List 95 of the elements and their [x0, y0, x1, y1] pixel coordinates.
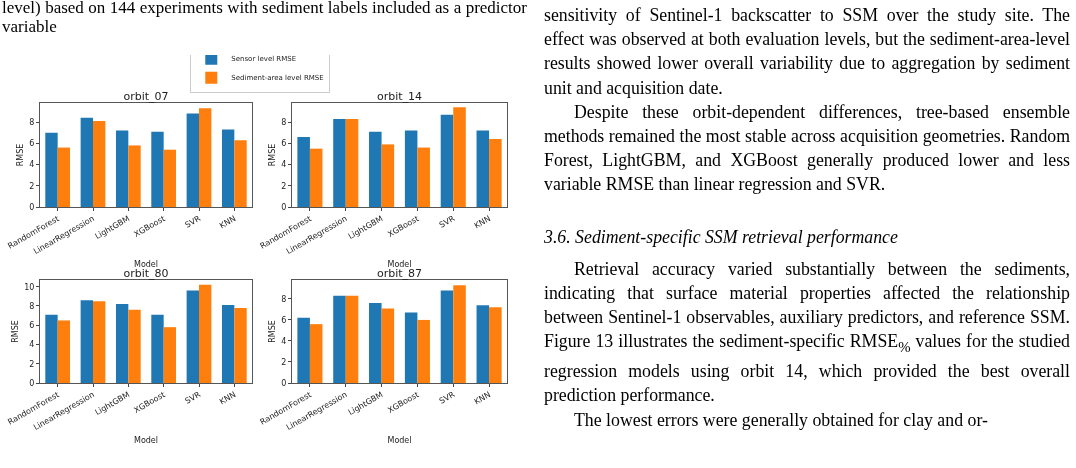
y-tick-label: 8: [29, 301, 35, 311]
bar: [369, 303, 382, 383]
x-tick-label: SVR: [437, 213, 457, 230]
bar: [221, 129, 235, 207]
bar: [221, 305, 235, 383]
bar: [417, 147, 430, 207]
text: Retrieval accuracy varied substantially between the sediments, indicating that surface material properties affected the relationship between Sentinel-1 observables, auxiliary predictors, and reference SSM. Figure 13 illustrates the sediment-specific RMSE$_{%}$ values for the studied regression models using orbit 14, which provided the best overall prediction performance.: [544, 257, 1070, 408]
bar: [151, 131, 164, 207]
chart-title: orbit_87: [376, 267, 423, 280]
bar: [453, 107, 466, 207]
x-axis-title: Model: [133, 436, 159, 446]
bar: [115, 304, 129, 383]
y-tick-label: 10: [24, 282, 35, 292]
bar: [57, 147, 71, 207]
y-tick-label: 8: [281, 294, 287, 304]
bar: [333, 295, 346, 383]
y-tick-label: 4: [29, 160, 35, 170]
bar: [369, 131, 382, 207]
bar: [151, 314, 164, 383]
bar: [297, 317, 310, 383]
x-axis-title: Model: [387, 260, 412, 270]
y-tick-label: 2: [281, 357, 287, 367]
x-tick-label: SVR: [183, 389, 203, 406]
text: sensitivity of Sentinel-1 backscatter to SSM over the study site. The effect was observed at both evaluation levels, but the sediment-area-level results showed lower overall variability due to aggregation by sediment unit and acquisition date.: [544, 4, 1070, 100]
y-tick-label: 8: [29, 117, 35, 127]
bar: [345, 118, 359, 207]
x-axis-title: Model: [387, 436, 412, 446]
bar: [440, 114, 454, 207]
bar: [128, 309, 141, 383]
bar: [489, 139, 502, 207]
bar: [45, 314, 58, 383]
y-tick-label: 4: [29, 340, 35, 350]
chart-title: orbit_07: [123, 90, 169, 103]
y-tick-label: 8: [281, 117, 287, 127]
bar: [404, 312, 418, 383]
bar: [453, 285, 466, 383]
bar: [163, 149, 177, 207]
y-tick-label: 4: [281, 160, 287, 170]
y-tick-label: 6: [29, 321, 35, 331]
x-tick-label: KNN: [472, 214, 493, 231]
y-tick-label: 6: [281, 139, 287, 149]
x-tick-label: SVR: [437, 389, 457, 406]
text: Despite these orbit-dependent differences, tree-based ensemble methods remained the most stable across acquisition geometries. Random Forest, LightGBM, and XGBoost generally produced lower and less variable RMSE than linear regression and SVR.: [544, 100, 1070, 197]
y-tick-label: 0: [281, 202, 287, 212]
bar: [345, 295, 359, 383]
x-tick-label: KNN: [217, 214, 238, 231]
bar: [381, 308, 395, 383]
x-tick-label: KNN: [217, 390, 238, 407]
bar: [333, 118, 346, 207]
bar: [309, 148, 323, 207]
bar: [234, 307, 247, 383]
y-axis-title: RMSE: [10, 320, 20, 343]
chart-title: orbit_80: [123, 267, 169, 280]
text: level) based on 144 experiments with sediment labels included as a predictor variable: [2, 0, 527, 36]
bar: [476, 130, 490, 207]
bar: [476, 305, 490, 383]
y-axis-title: RMSE: [16, 143, 26, 167]
x-tick-label: SVR: [183, 213, 203, 230]
bar: [297, 136, 310, 207]
bar: [234, 140, 247, 207]
y-tick-label: 0: [29, 202, 35, 212]
y-axis-title: RMSE: [268, 143, 278, 167]
bar: [45, 132, 58, 207]
y-tick-label: 2: [29, 359, 35, 369]
y-tick-label: 6: [281, 315, 287, 325]
bar: [163, 327, 177, 383]
bar: [381, 144, 395, 207]
chart-title: orbit_14: [376, 90, 423, 103]
y-tick-label: 2: [281, 181, 287, 191]
y-tick-label: 0: [281, 378, 287, 388]
bar: [199, 284, 212, 383]
y-tick-label: 4: [281, 336, 287, 346]
y-tick-label: 2: [29, 181, 35, 191]
bar: [440, 290, 454, 383]
bar: [489, 307, 502, 383]
y-tick-label: 6: [29, 139, 35, 149]
bar: [309, 324, 323, 383]
bar: [199, 108, 212, 207]
bar: [128, 145, 141, 207]
bar: [93, 301, 106, 383]
y-tick-label: 0: [29, 378, 35, 388]
x-tick-label: KNN: [472, 390, 493, 407]
bar: [93, 121, 106, 207]
bar: [404, 130, 418, 207]
bar: [417, 319, 430, 383]
bar: [115, 130, 129, 207]
bar: [186, 113, 199, 207]
bar: [57, 320, 71, 383]
x-axis-title: Model: [133, 260, 159, 270]
y-axis-title: RMSE: [268, 320, 278, 343]
bar: [80, 300, 93, 383]
text: 3.6. Sediment-specific SSM retrieval performance: [544, 225, 899, 249]
bar: [186, 290, 199, 383]
text: The lowest errors were generally obtained for clay and or-: [573, 408, 989, 432]
bar: [80, 117, 93, 207]
